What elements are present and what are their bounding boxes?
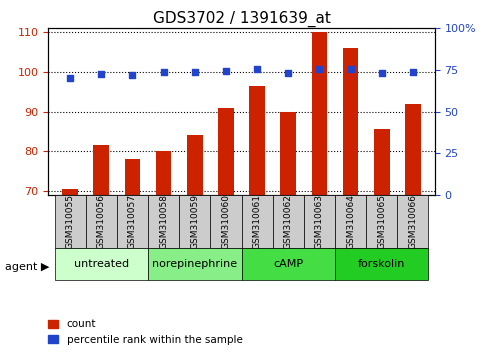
Bar bbox=[335, 195, 366, 248]
Text: norepinephrine: norepinephrine bbox=[152, 259, 237, 269]
Bar bbox=[405, 104, 421, 195]
Bar bbox=[156, 151, 171, 195]
Bar bbox=[273, 195, 304, 248]
Bar bbox=[94, 145, 109, 195]
Text: untreated: untreated bbox=[74, 259, 129, 269]
Point bbox=[191, 70, 199, 75]
Bar bbox=[312, 32, 327, 195]
Text: GSM310066: GSM310066 bbox=[409, 194, 417, 249]
Bar bbox=[242, 195, 273, 248]
Point bbox=[315, 66, 323, 72]
Bar bbox=[62, 189, 78, 195]
Text: GSM310063: GSM310063 bbox=[315, 194, 324, 249]
Text: agent ▶: agent ▶ bbox=[5, 262, 49, 272]
Text: GSM310061: GSM310061 bbox=[253, 194, 262, 249]
Point bbox=[347, 66, 355, 72]
Bar bbox=[374, 129, 389, 195]
Text: GSM310057: GSM310057 bbox=[128, 194, 137, 249]
Point bbox=[160, 70, 168, 75]
Bar bbox=[148, 195, 179, 248]
Text: GSM310065: GSM310065 bbox=[377, 194, 386, 249]
Text: GSM310058: GSM310058 bbox=[159, 194, 168, 249]
Point bbox=[128, 72, 136, 78]
Text: GSM310055: GSM310055 bbox=[66, 194, 74, 249]
Text: GSM310062: GSM310062 bbox=[284, 194, 293, 249]
Point bbox=[222, 68, 230, 74]
Bar bbox=[55, 248, 148, 280]
Bar bbox=[242, 248, 335, 280]
Point bbox=[66, 75, 74, 81]
Text: GSM310059: GSM310059 bbox=[190, 194, 199, 249]
Bar bbox=[148, 248, 242, 280]
Bar bbox=[85, 195, 117, 248]
Point bbox=[378, 70, 385, 76]
Bar bbox=[335, 248, 428, 280]
Point bbox=[253, 66, 261, 72]
Bar bbox=[398, 195, 428, 248]
Bar bbox=[304, 195, 335, 248]
Point bbox=[409, 69, 417, 74]
Text: GSM310060: GSM310060 bbox=[221, 194, 230, 249]
Bar bbox=[117, 195, 148, 248]
Text: GSM310056: GSM310056 bbox=[97, 194, 106, 249]
Title: GDS3702 / 1391639_at: GDS3702 / 1391639_at bbox=[153, 11, 330, 27]
Bar bbox=[343, 48, 358, 195]
Bar bbox=[281, 112, 296, 195]
Bar bbox=[55, 195, 85, 248]
Bar bbox=[187, 135, 202, 195]
Bar bbox=[366, 195, 398, 248]
Point bbox=[98, 71, 105, 77]
Bar bbox=[179, 195, 210, 248]
Bar bbox=[249, 86, 265, 195]
Text: cAMP: cAMP bbox=[273, 259, 303, 269]
Legend: count, percentile rank within the sample: count, percentile rank within the sample bbox=[44, 315, 247, 349]
Bar bbox=[125, 159, 140, 195]
Bar bbox=[210, 195, 242, 248]
Text: GSM310064: GSM310064 bbox=[346, 194, 355, 249]
Point bbox=[284, 70, 292, 76]
Text: forskolin: forskolin bbox=[358, 259, 405, 269]
Bar bbox=[218, 108, 234, 195]
